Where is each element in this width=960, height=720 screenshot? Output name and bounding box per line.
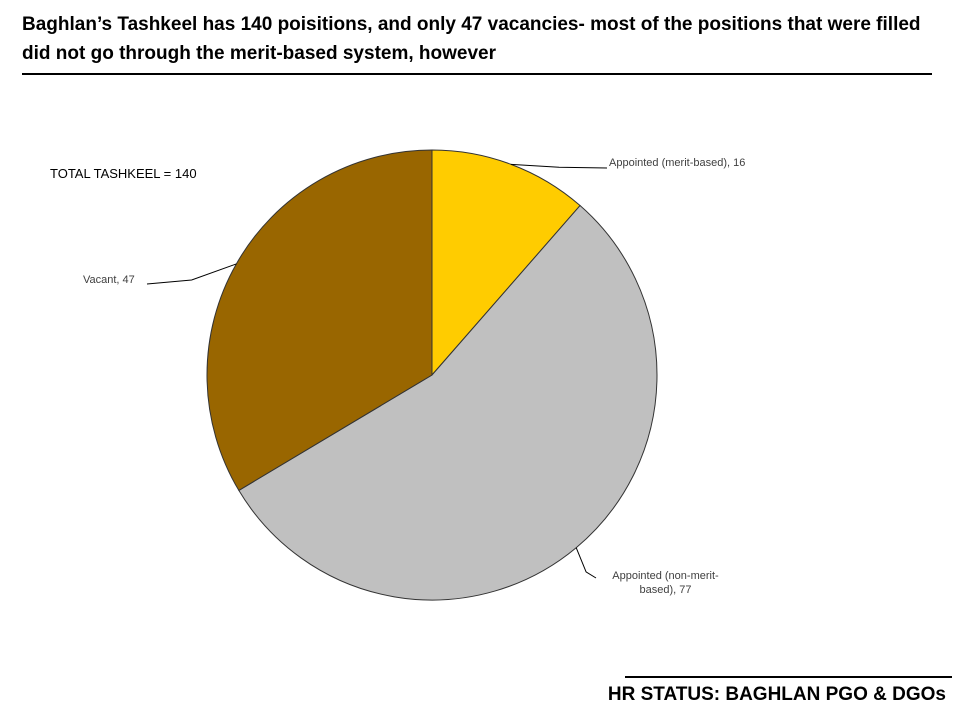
leader-line (575, 547, 597, 579)
footer: HR STATUS: BAGHLAN PGO & DGOs (607, 684, 946, 705)
pie-slice (431, 149, 581, 377)
leader-line (511, 163, 608, 169)
data-label: Appointed (non-merit-based), 77 (612, 570, 719, 596)
pie-slice (238, 204, 658, 601)
title-rule (22, 73, 932, 75)
slide-title: Baghlan’s Tashkeel has 140 poisitions, a… (22, 14, 921, 64)
data-label: Vacant, 47 (83, 274, 135, 286)
leader-line (146, 263, 237, 285)
footer-rule (625, 676, 952, 678)
data-label: Appointed (merit-based), 16 (609, 157, 746, 169)
pie-slice (206, 149, 433, 492)
annotation: TOTAL TASHKEEL = 140 (50, 166, 197, 181)
